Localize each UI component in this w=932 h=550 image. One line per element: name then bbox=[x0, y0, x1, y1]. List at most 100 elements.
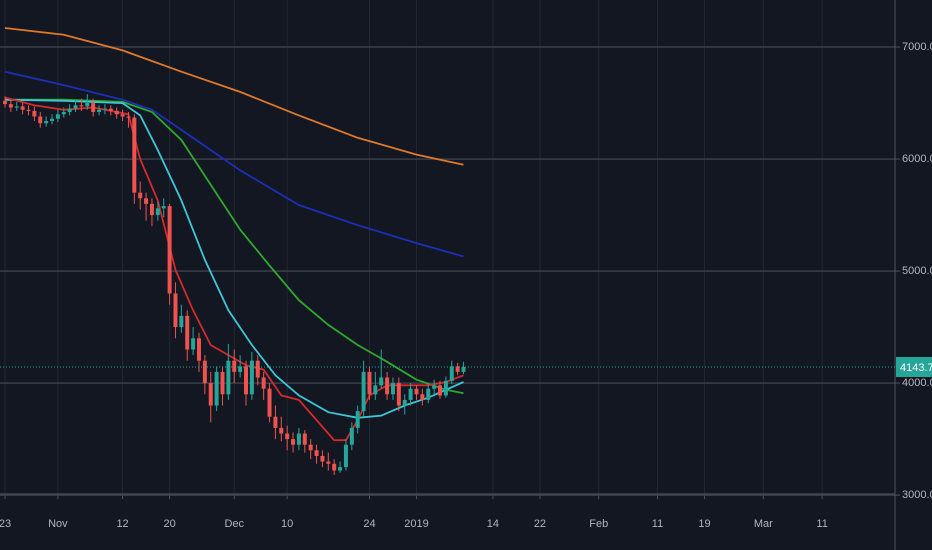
moving-average-line bbox=[4, 70, 464, 258]
candle-body bbox=[355, 411, 360, 428]
candle-body bbox=[396, 383, 401, 406]
candle-body bbox=[173, 293, 178, 328]
candle-body bbox=[185, 315, 190, 350]
candle-body bbox=[14, 106, 19, 108]
candle-body bbox=[73, 105, 78, 109]
x-tick-label: 20 bbox=[163, 518, 175, 530]
candle-body bbox=[214, 371, 219, 406]
candle-body bbox=[32, 110, 37, 117]
candle-body bbox=[102, 108, 107, 110]
candle-body bbox=[343, 444, 348, 468]
candle-body bbox=[414, 388, 419, 395]
x-tick-label: 2019 bbox=[404, 518, 428, 530]
candle-body bbox=[191, 338, 196, 350]
candle-body bbox=[108, 108, 113, 111]
moving-average-line bbox=[4, 27, 464, 166]
x-tick-label: Feb bbox=[589, 518, 608, 530]
x-tick-label: 24 bbox=[363, 518, 375, 530]
y-tick-label: 7000.0 bbox=[902, 41, 932, 53]
candle-body bbox=[55, 114, 60, 119]
candle-body bbox=[461, 367, 466, 372]
y-tick-label: 4000.0 bbox=[902, 377, 932, 389]
x-tick-label: 11 bbox=[816, 518, 827, 530]
candle-body bbox=[114, 110, 119, 115]
x-tick-label: 19 bbox=[698, 518, 710, 530]
candle-body bbox=[361, 371, 366, 412]
candle-body bbox=[420, 394, 425, 400]
candle-body bbox=[338, 467, 343, 471]
x-tick-label: Nov bbox=[48, 518, 68, 530]
candle-body bbox=[38, 116, 43, 124]
candle-body bbox=[196, 338, 201, 361]
candle-body bbox=[255, 360, 260, 378]
candle-body bbox=[249, 360, 254, 395]
candle-body bbox=[308, 444, 313, 451]
candle-body bbox=[320, 455, 325, 462]
candle-body bbox=[267, 388, 272, 417]
x-tick-label: 14 bbox=[487, 518, 499, 530]
candle-body bbox=[226, 360, 231, 395]
candle-body bbox=[126, 116, 131, 118]
candle-body bbox=[438, 385, 443, 396]
candle-body bbox=[296, 433, 301, 445]
x-tick-label: Mar bbox=[754, 518, 773, 530]
price-label-box bbox=[896, 357, 932, 378]
candle-body bbox=[432, 385, 437, 389]
x-tick-label: 11 bbox=[652, 518, 663, 530]
candle-body bbox=[91, 103, 96, 113]
moving-average-line bbox=[5, 98, 464, 395]
candle-body bbox=[291, 439, 296, 445]
candle-body bbox=[179, 315, 184, 328]
candle-body bbox=[97, 109, 102, 113]
candle-body bbox=[50, 118, 55, 121]
candle-body bbox=[167, 206, 172, 294]
candle-body bbox=[44, 120, 49, 124]
candle-body bbox=[26, 109, 31, 111]
candle-body bbox=[326, 461, 331, 464]
candle-body bbox=[279, 427, 284, 434]
candle-body bbox=[390, 383, 395, 395]
candle-body bbox=[20, 106, 25, 110]
x-tick-label: Dec bbox=[224, 518, 244, 530]
candle-body bbox=[349, 427, 354, 445]
candle-body bbox=[132, 117, 137, 193]
y-tick-label: 3000.0 bbox=[902, 489, 932, 501]
candle-body bbox=[273, 416, 278, 428]
candle-body bbox=[202, 360, 207, 384]
candle-body bbox=[385, 377, 390, 395]
candle-body bbox=[244, 366, 249, 395]
candle-body bbox=[208, 383, 213, 406]
candle-body bbox=[314, 450, 319, 456]
candle-body bbox=[144, 198, 149, 204]
x-tick-label: 23 bbox=[0, 518, 11, 530]
candle-body bbox=[155, 208, 160, 216]
candle-body bbox=[238, 366, 243, 372]
candle-body bbox=[120, 114, 125, 117]
candle-body bbox=[2, 100, 7, 105]
candle-body bbox=[402, 399, 407, 406]
candle-body bbox=[449, 366, 454, 381]
candle-body bbox=[285, 433, 290, 440]
candle-body bbox=[443, 380, 448, 396]
candle-body bbox=[220, 371, 225, 395]
candle-body bbox=[332, 463, 337, 471]
candle-body bbox=[408, 388, 413, 400]
candle-body bbox=[79, 105, 84, 107]
candle-body bbox=[232, 360, 237, 372]
x-tick-label: 12 bbox=[116, 518, 128, 530]
candle-body bbox=[149, 203, 154, 216]
y-tick-label: 5000.0 bbox=[902, 265, 932, 277]
candle-body bbox=[138, 192, 143, 199]
candle-body bbox=[455, 366, 460, 372]
price-label: 4143.7 bbox=[900, 362, 932, 374]
candle-body bbox=[367, 371, 372, 395]
candle-body bbox=[426, 388, 431, 400]
candle-body bbox=[373, 385, 378, 395]
candle-body bbox=[161, 206, 166, 209]
candle-body bbox=[379, 377, 384, 386]
candle-body bbox=[85, 103, 90, 107]
candle-body bbox=[67, 108, 72, 113]
candle-body bbox=[61, 112, 66, 115]
